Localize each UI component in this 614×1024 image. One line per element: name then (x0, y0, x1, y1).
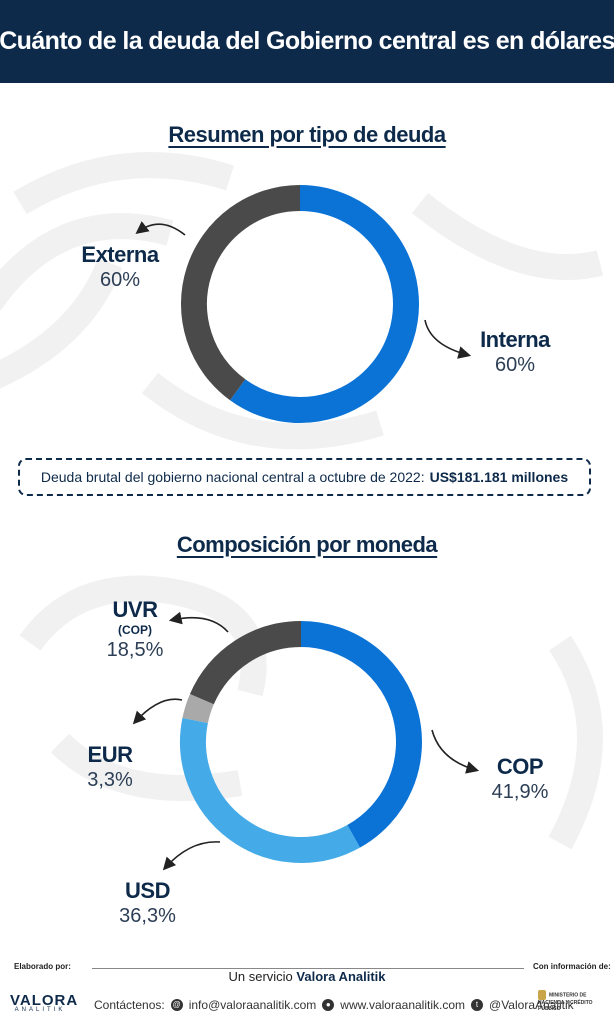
globe-icon: ● (322, 999, 335, 1011)
header-banner: ¿Cuánto de la deuda del Gobierno central… (0, 0, 614, 83)
donut-tipo-deuda (180, 185, 419, 423)
servicio-prefix: Un servicio (228, 969, 293, 984)
externa-name: Externa (81, 242, 159, 267)
slice-interna (230, 185, 419, 423)
logo-main-text: VALORA (10, 992, 79, 1009)
uvr-sublabel: (COP) (118, 623, 152, 638)
arrow-uvr (168, 611, 229, 633)
slice-uvr (189, 621, 302, 705)
slice-eur (182, 693, 214, 724)
arrow-cop (431, 729, 480, 774)
servicio-brand: Valora Analitik (296, 969, 386, 984)
section-title-deuda: Resumen por tipo de deuda (168, 122, 446, 147)
eur-name: EUR (87, 742, 133, 767)
label-interna: Interna 60% (465, 327, 565, 377)
ministerio-text: MINISTERIO DE HACIENDA Y CRÉDITO PÚBLICO (538, 992, 593, 1012)
uvr-value: 18,5% (106, 638, 164, 661)
note-amount: US$181.181 millones (429, 469, 569, 485)
cop-name: COP (496, 754, 544, 779)
eur-value: 3,3% (87, 769, 133, 792)
interna-value: 60% (494, 354, 536, 377)
email-icon: @ (170, 999, 183, 1011)
arrow-externa (135, 221, 186, 236)
page-title: ¿Cuánto de la deuda del Gobierno central… (0, 27, 614, 55)
usd-value: 36,3% (119, 905, 176, 928)
crest-icon (538, 990, 546, 1000)
logo-sub-text: ANALITIK (14, 1007, 66, 1013)
con-informacion-label: Con información de: (533, 962, 611, 971)
label-externa: Externa 60% (70, 242, 170, 292)
uvr-name: UVR (112, 597, 158, 622)
label-cop: COP 41,9% (475, 754, 565, 804)
social-link[interactable]: @ValoraAnalitik (489, 998, 574, 1012)
contactenos-label: Contáctenos: (94, 998, 165, 1012)
usd-name: USD (125, 878, 170, 903)
label-usd: USD 36,3% (105, 878, 190, 928)
total-debt-note: Deuda brutal del gobierno nacional centr… (18, 458, 591, 496)
slice-usd (180, 717, 360, 863)
web-link[interactable]: www.valoraanalitik.com (340, 998, 466, 1012)
slice-externa (180, 185, 301, 401)
twitter-icon: t (471, 999, 484, 1011)
arrow-eur (132, 698, 183, 725)
email-link[interactable]: info@valoraanalitik.com (188, 998, 317, 1012)
ministerio-logo: MINISTERIO DE HACIENDA Y CRÉDITO PÚBLICO (538, 990, 610, 1012)
label-uvr: UVR (COP) 18,5% (90, 597, 180, 662)
slice-cop (300, 621, 422, 848)
interna-name: Interna (480, 327, 550, 352)
note-text: Deuda brutal del gobierno nacional centr… (40, 469, 425, 485)
footer-divider (92, 968, 524, 969)
arrow-usd (162, 841, 221, 871)
valora-logo[interactable]: VALORA ANALITIK (10, 992, 79, 1013)
section-title-moneda: Composición por moneda (176, 532, 438, 557)
label-eur: EUR 3,3% (70, 742, 150, 792)
cop-value: 41,9% (491, 781, 549, 804)
arrow-interna (424, 319, 472, 359)
elaborado-label: Elaborado por: (14, 962, 71, 971)
contact-bar: Contáctenos: @ info@valoraanalitik.com ●… (94, 998, 574, 1012)
externa-value: 60% (99, 269, 141, 292)
servicio-line: Un servicio Valora Analitik (0, 969, 614, 984)
donut-moneda (180, 621, 422, 863)
